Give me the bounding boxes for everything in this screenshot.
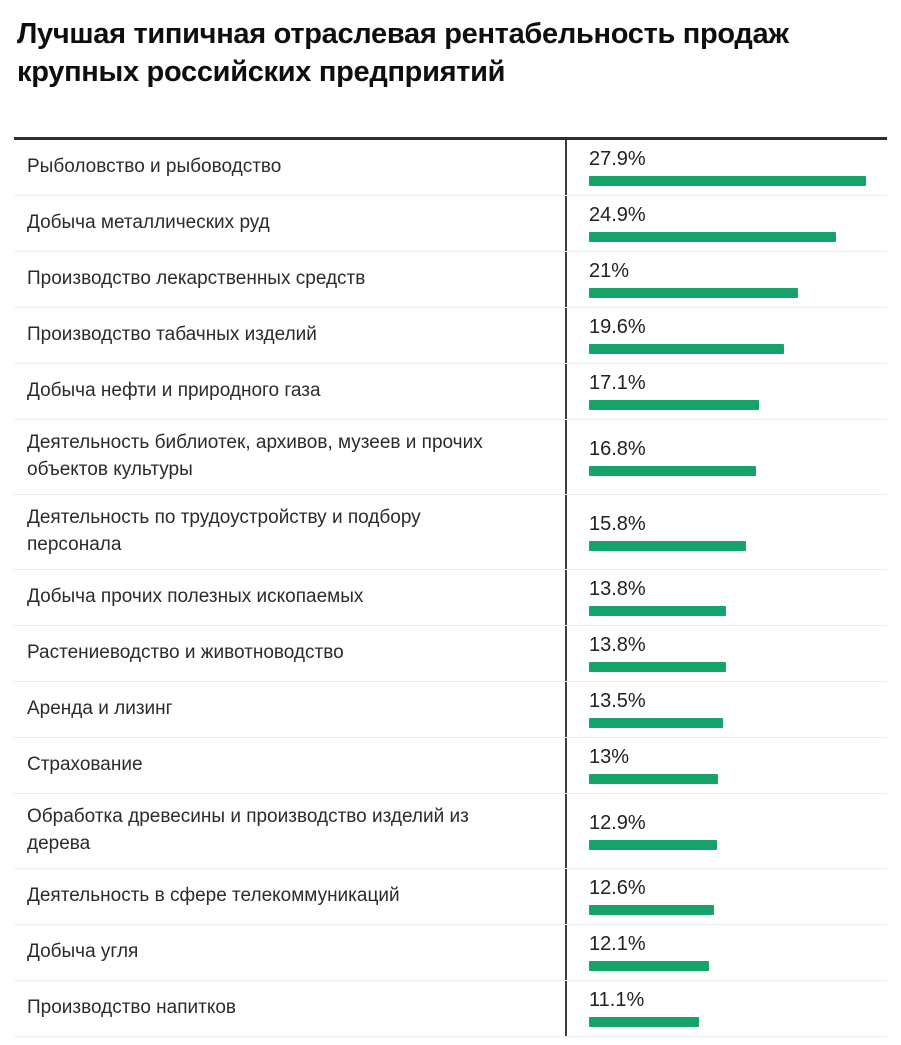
value-cell: 13.8%: [567, 570, 887, 625]
value-label: 12.6%: [589, 877, 646, 900]
value-cell: 17.1%: [567, 364, 887, 419]
value-label: 15.8%: [589, 512, 646, 535]
value-cell: 24.9%: [567, 196, 887, 251]
category-label: Аренда и лизинг: [14, 682, 567, 738]
bar: [589, 400, 759, 411]
bar: [589, 288, 798, 299]
category-label: Производство напитков: [14, 981, 567, 1037]
bar: [589, 961, 710, 972]
chart-title: Лучшая типичная отраслевая рентабельност…: [17, 18, 789, 88]
value-label: 13%: [589, 746, 630, 769]
value-cell: 12.9%: [567, 794, 887, 868]
bar: [589, 839, 718, 850]
bar: [589, 662, 727, 673]
chart-row: Добыча металлических руд 24.9%: [14, 196, 887, 253]
category-label: Производство табачных изделий: [14, 308, 567, 364]
bar: [589, 905, 715, 916]
category-label: Добыча прочих полезных ископаемых: [14, 570, 567, 626]
chart-row: Производство лекарственных средств 21%: [14, 252, 887, 309]
value-cell: 13.8%: [567, 626, 887, 681]
value-label: 16.8%: [589, 437, 646, 460]
category-label: Страхование: [14, 738, 567, 794]
bar: [589, 465, 756, 476]
value-cell: 27.9%: [567, 140, 887, 195]
value-cell: 21%: [567, 252, 887, 307]
bar: [589, 606, 727, 617]
value-label: 13.5%: [589, 690, 646, 713]
category-label: Добыча угля: [14, 925, 567, 981]
value-cell: 12.6%: [567, 869, 887, 924]
chart-row: Деятельность в сфере телекоммуникаций 12.…: [14, 869, 887, 926]
category-label: Добыча металлических руд: [14, 196, 567, 252]
category-label: Производство лекарственных средств: [14, 252, 567, 308]
category-label: Добыча нефти и природного газа: [14, 364, 567, 420]
chart-row: Производство табачных изделий 19.6%: [14, 308, 887, 365]
value-label: 21%: [589, 260, 630, 283]
category-label: Обработка древесины и производство издел…: [14, 794, 567, 869]
value-cell: 12.1%: [567, 925, 887, 980]
bar: [589, 540, 746, 551]
category-label: Деятельность в сфере телекоммуникаций: [14, 869, 567, 925]
chart-row: Растениеводство и животноводство 13.8%: [14, 626, 887, 683]
chart-row: Страхование 13%: [14, 738, 887, 795]
chart-row: Деятельность библиотек, архивов, музеев …: [14, 420, 887, 496]
value-label: 19.6%: [589, 316, 646, 339]
value-label: 13.8%: [589, 578, 646, 601]
chart-row: Добыча прочих полезных ископаемых 13.8%: [14, 570, 887, 627]
value-label: 11.1%: [589, 989, 645, 1012]
value-cell: 13.5%: [567, 682, 887, 737]
value-label: 12.1%: [589, 933, 646, 956]
value-cell: 15.8%: [567, 495, 887, 569]
category-label: Деятельность библиотек, архивов, музеев …: [14, 420, 567, 495]
value-label: 24.9%: [589, 204, 646, 227]
chart-row: Аренда и лизинг 13.5%: [14, 682, 887, 739]
bar: [589, 1017, 700, 1028]
chart-row: Добыча нефти и природного газа 17.1%: [14, 364, 887, 421]
chart-row: Рыболовство и рыбоводство 27.9%: [14, 140, 887, 197]
category-label: Деятельность по трудоустройству и подбор…: [14, 495, 567, 570]
bar: [589, 718, 724, 729]
bar: [589, 176, 867, 187]
value-label: 17.1%: [589, 372, 646, 395]
value-label: 27.9%: [589, 148, 646, 171]
chart-row: Деятельность по трудоустройству и подбор…: [14, 495, 887, 571]
bar-chart: Рыболовство и рыбоводство 27.9% Добыча мет…: [14, 137, 887, 1038]
category-label: Растениеводство и животноводство: [14, 626, 567, 682]
chart-row: Обработка древесины и производство издел…: [14, 794, 887, 870]
value-label: 12.9%: [589, 811, 646, 834]
chart-row: Добыча угля 12.1%: [14, 925, 887, 982]
value-cell: 11.1%: [567, 981, 887, 1036]
value-cell: 19.6%: [567, 308, 887, 363]
value-cell: 13%: [567, 738, 887, 793]
value-cell: 16.8%: [567, 420, 887, 494]
bar: [589, 344, 784, 355]
bar: [589, 774, 719, 785]
category-label: Рыболовство и рыбоводство: [14, 140, 567, 196]
value-label: 13.8%: [589, 634, 646, 657]
bar: [589, 232, 837, 243]
chart-row: Производство напитков 11.1%: [14, 981, 887, 1038]
